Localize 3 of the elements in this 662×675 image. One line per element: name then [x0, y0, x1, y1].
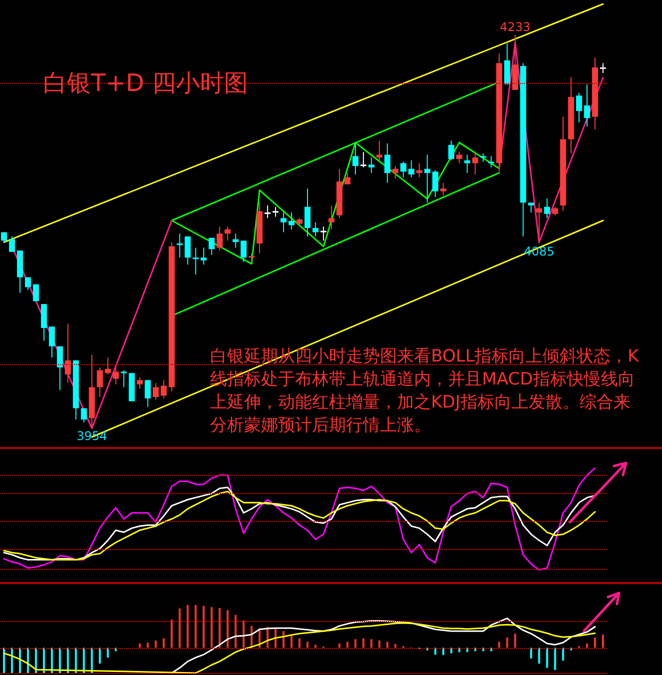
- text: 白银T+D 四小时图: [43, 69, 248, 97]
- annotation: 4233: [500, 20, 530, 34]
- annotation: 3954: [76, 429, 108, 443]
